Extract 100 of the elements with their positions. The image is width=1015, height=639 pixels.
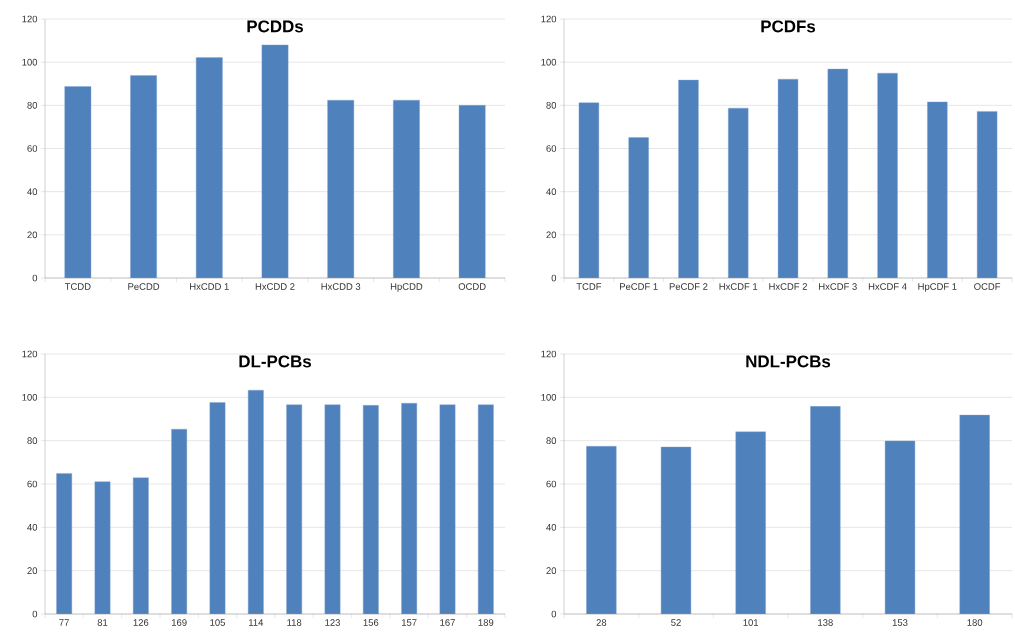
bar [586, 446, 617, 615]
x-tick-label: 157 [401, 619, 417, 626]
bar [286, 404, 303, 615]
bar [628, 137, 649, 278]
x-tick-label: HpCDD [390, 283, 423, 292]
x-tick-label: PeCDF 1 [619, 283, 658, 290]
x-tick-label: HxCDF 3 [819, 283, 857, 290]
chart-title: NDL-PCBs [746, 355, 831, 368]
y-tick-label: 40 [27, 188, 38, 196]
x-tick-label: TCDF [576, 283, 602, 290]
y-tick-label: 100 [541, 58, 557, 66]
x-tick-label: TCDD [64, 283, 91, 290]
y-tick-label: 120 [541, 15, 557, 23]
y-tick-label: 20 [27, 567, 38, 575]
bar [578, 102, 600, 278]
bar [324, 404, 341, 615]
chart-title: DL-PCBs [239, 355, 311, 368]
y-tick-label: 0 [32, 610, 38, 618]
chart-title: PCDFs [761, 20, 816, 33]
x-tick-label: 189 [478, 619, 494, 626]
x-tick-label: 123 [325, 619, 340, 626]
y-tick-label: 80 [27, 437, 38, 445]
y-tick-label: 120 [22, 350, 38, 358]
bar [884, 440, 916, 615]
chart-title: PCDDs [247, 20, 303, 33]
y-tick-label: 60 [27, 480, 38, 488]
y-tick-label: 80 [27, 101, 38, 109]
x-tick-label: 114 [249, 619, 264, 626]
y-tick-label: 80 [546, 101, 557, 109]
bar [439, 404, 456, 615]
x-tick-label: 118 [287, 619, 302, 626]
y-tick-label: 0 [551, 274, 557, 282]
x-tick-label: 77 [59, 619, 69, 626]
bar [130, 75, 157, 278]
bar [209, 402, 226, 615]
x-tick-label: OCDF [974, 283, 1001, 290]
y-tick-label: 0 [32, 274, 38, 282]
bar [976, 111, 998, 278]
y-tick-label: 60 [546, 145, 557, 152]
x-tick-label: HxCDF 2 [769, 283, 807, 290]
x-tick-label: 180 [967, 619, 983, 626]
x-tick-label: PeCDD [128, 283, 160, 290]
y-tick-label: 60 [27, 145, 38, 152]
bar [777, 79, 799, 278]
x-tick-label: 153 [892, 619, 908, 626]
bar [261, 44, 289, 278]
bar [477, 404, 494, 615]
bar [678, 79, 699, 278]
y-tick-label: 120 [541, 350, 557, 358]
bar [728, 107, 749, 278]
x-tick-label: 101 [743, 619, 759, 626]
y-tick-label: 100 [541, 393, 557, 401]
bar [56, 473, 73, 615]
y-tick-label: 40 [546, 523, 557, 531]
x-tick-label: HxCDF 4 [868, 283, 907, 290]
y-tick-label: 20 [546, 231, 557, 239]
bar [64, 86, 92, 278]
bar [877, 72, 898, 278]
x-tick-label: HxCDD 3 [321, 283, 361, 290]
x-tick-label: 81 [97, 619, 108, 626]
y-tick-label: 0 [551, 610, 557, 618]
y-tick-label: 40 [27, 523, 38, 531]
y-tick-label: 100 [22, 393, 38, 401]
bar [247, 389, 264, 615]
x-tick-label: HpCDF 1 [918, 283, 957, 292]
bar [327, 99, 355, 278]
bar [171, 428, 188, 615]
bar [362, 405, 379, 615]
bar [195, 57, 223, 278]
y-tick-label: 100 [22, 58, 38, 66]
bar [401, 402, 418, 615]
y-tick-label: 80 [546, 437, 557, 445]
bar [959, 414, 990, 615]
bar [660, 446, 692, 615]
y-tick-label: 120 [22, 15, 38, 23]
x-tick-label: 105 [210, 619, 226, 626]
x-tick-label: 126 [133, 619, 149, 626]
bar [827, 68, 848, 278]
x-tick-label: 156 [363, 619, 379, 626]
bar [94, 481, 111, 615]
bar [735, 431, 766, 615]
y-tick-label: 40 [546, 188, 557, 196]
x-tick-label: 167 [440, 619, 455, 626]
x-tick-label: HxCDD 2 [255, 283, 295, 290]
y-tick-label: 20 [546, 567, 557, 575]
x-tick-label: HxCDF 1 [719, 283, 758, 290]
bar [458, 105, 486, 278]
bar [810, 406, 841, 615]
y-tick-label: 60 [546, 480, 557, 488]
x-tick-label: 28 [596, 619, 607, 626]
x-tick-label: HxCDD 1 [190, 283, 229, 290]
x-tick-label: OCDD [458, 283, 486, 290]
bar [927, 101, 948, 278]
y-tick-label: 20 [27, 231, 38, 239]
x-tick-label: 138 [818, 619, 833, 626]
x-tick-label: PeCDF 2 [669, 283, 708, 290]
bar [132, 477, 149, 615]
x-tick-label: 52 [671, 619, 681, 626]
bar [393, 99, 420, 278]
x-tick-label: 169 [171, 619, 187, 626]
